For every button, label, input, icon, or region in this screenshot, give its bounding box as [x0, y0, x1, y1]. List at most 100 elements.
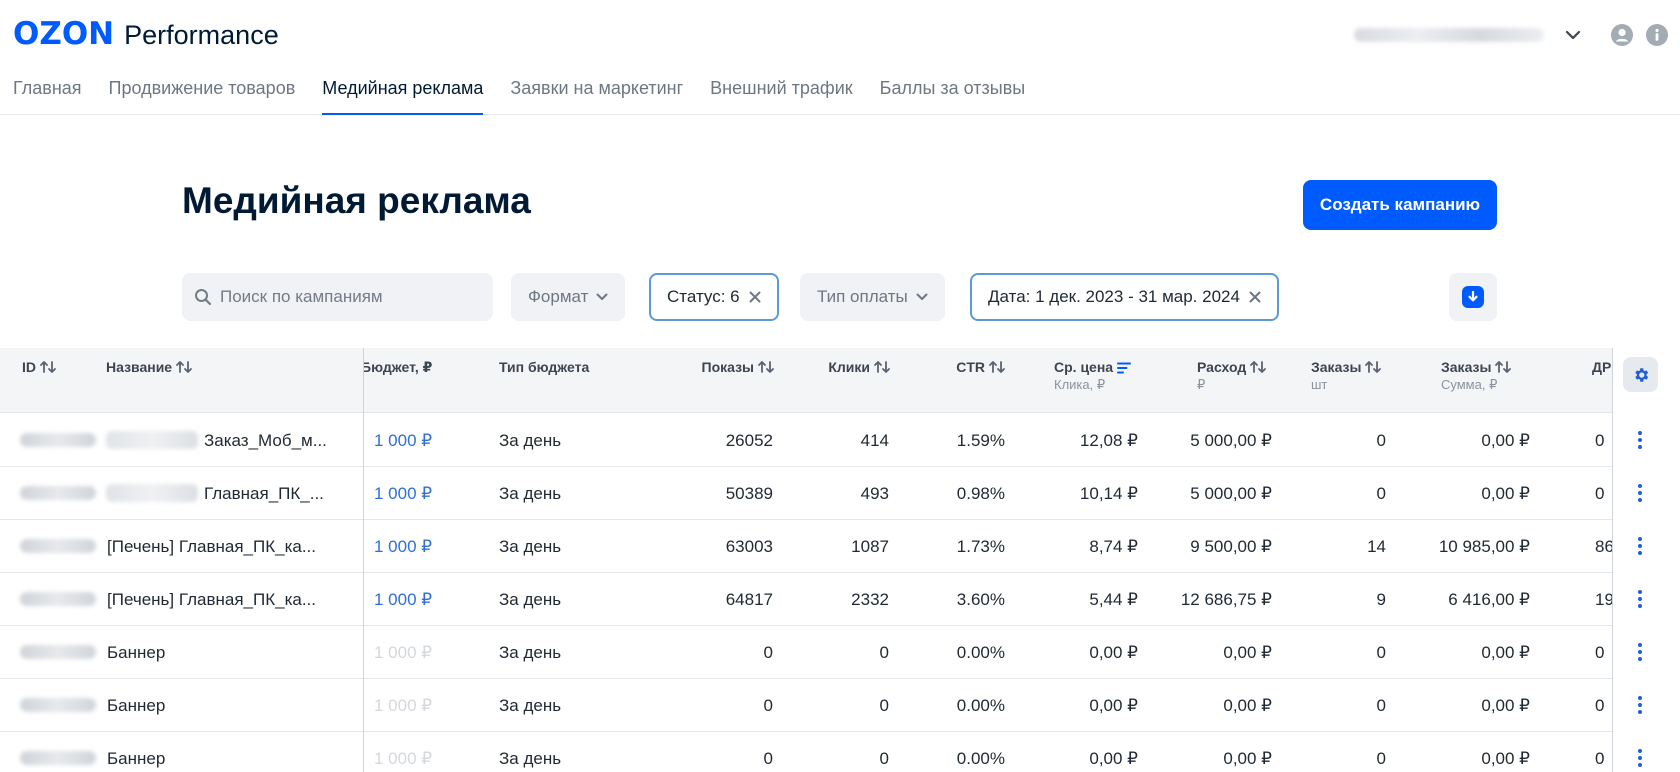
- sort-icon: [40, 361, 56, 373]
- cell-clicks: 1087: [851, 537, 889, 556]
- cell-orders-sum: 0,00 ₽: [1481, 431, 1530, 450]
- close-icon[interactable]: [1249, 291, 1261, 303]
- col-drr[interactable]: ДР: [1592, 359, 1612, 375]
- logo-product-text: Performance: [124, 20, 279, 50]
- table-row[interactable]: Баннер 1 000 ₽ За день 0 0 0.00% 0,00 ₽ 0,00 ₽ 0…: [0, 626, 1680, 679]
- search-icon: [195, 289, 212, 306]
- cell-clicks: 493: [860, 484, 889, 503]
- close-icon[interactable]: [749, 291, 761, 303]
- cell-budget[interactable]: 1 000 ₽: [374, 696, 433, 715]
- cell-ctr: 3.60%: [956, 590, 1005, 609]
- row-menu-kebab-icon[interactable]: [1630, 531, 1650, 561]
- search-box[interactable]: [182, 273, 493, 321]
- sort-icon: [1365, 361, 1382, 373]
- col-orders-sum-sub: Сумма, ₽: [1441, 377, 1498, 392]
- nav-item-external-traffic[interactable]: Внешний трафик: [710, 78, 853, 98]
- cell-budget-type: За день: [499, 696, 562, 715]
- payment-type-filter[interactable]: Тип оплаты: [800, 273, 945, 321]
- cell-budget-type: За день: [499, 431, 562, 450]
- col-spend[interactable]: Расход ₽: [1197, 359, 1267, 393]
- cell-budget[interactable]: 1 000 ₽: [374, 643, 433, 662]
- table-row[interactable]: [Печень] Главная_ПК_ка... 1 000 ₽ За день 6…: [0, 573, 1680, 626]
- nav-item-home[interactable]: Главная: [13, 78, 82, 98]
- campaign-name[interactable]: [Печень] Главная_ПК_ка...: [107, 590, 317, 609]
- cell-budget[interactable]: 1 000 ₽: [374, 537, 433, 556]
- cell-ctr: 1.73%: [956, 537, 1005, 556]
- col-ctr[interactable]: CTR: [925, 359, 1005, 375]
- row-menu-kebab-icon[interactable]: [1630, 425, 1650, 455]
- campaigns-table: ID Название Бюджет, ₽ Тип бюджета Показы…: [0, 348, 1680, 772]
- col-orders-sum[interactable]: Заказы Сумма, ₽: [1441, 359, 1512, 393]
- col-id[interactable]: ID: [22, 359, 56, 375]
- row-menu-kebab-icon[interactable]: [1630, 690, 1650, 720]
- frozen-column-divider: [363, 348, 364, 772]
- cell-orders: 0: [1376, 431, 1386, 450]
- campaign-id-blurred: [20, 433, 96, 447]
- campaign-name[interactable]: Баннер: [107, 749, 166, 768]
- create-campaign-button[interactable]: Создать кампанию: [1303, 180, 1497, 230]
- format-filter[interactable]: Формат: [511, 273, 626, 321]
- cell-budget[interactable]: 1 000 ₽: [374, 749, 433, 768]
- sort-icon: [989, 361, 1005, 373]
- nav-item-product-promotion[interactable]: Продвижение товаров: [108, 78, 296, 98]
- campaign-name[interactable]: Заказ_Моб_м...: [204, 431, 327, 450]
- table-row[interactable]: Баннер 1 000 ₽ За день 0 0 0.00% 0,00 ₽ 0,00 ₽ 0…: [0, 732, 1680, 772]
- table-row[interactable]: [Печень] Главная_ПК_ка... 1 000 ₽ За день 6…: [0, 520, 1680, 573]
- format-filter-label: Формат: [528, 287, 589, 306]
- col-name[interactable]: Название: [106, 359, 192, 375]
- ozon-performance-logo[interactable]: OZON Performance: [13, 16, 279, 52]
- table-header: ID Название Бюджет, ₽ Тип бюджета Показы…: [0, 348, 1680, 413]
- status-filter-label: Статус: 6: [667, 287, 740, 306]
- cell-avg-price: 8,74 ₽: [1089, 537, 1138, 556]
- nav-item-marketing-requests[interactable]: Заявки на маркетинг: [510, 78, 684, 98]
- search-input[interactable]: [220, 287, 480, 307]
- col-orders[interactable]: Заказы шт: [1311, 359, 1382, 392]
- cell-shows: 64817: [725, 590, 773, 609]
- nav-item-media-ads[interactable]: Медийная реклама: [322, 78, 484, 115]
- row-menu-kebab-icon[interactable]: [1630, 478, 1650, 508]
- actions-column: [1613, 348, 1680, 772]
- cell-orders-sum: 10 985,00 ₽: [1438, 537, 1530, 556]
- cell-drr: 86: [1595, 537, 1612, 556]
- date-filter[interactable]: Дата: 1 дек. 2023 - 31 мар. 2024: [970, 273, 1279, 321]
- cell-ctr: 0.98%: [956, 484, 1005, 503]
- col-budget[interactable]: Бюджет, ₽: [364, 359, 433, 375]
- cell-clicks: 2332: [851, 590, 889, 609]
- status-filter[interactable]: Статус: 6: [649, 273, 779, 321]
- cell-budget-type: За день: [499, 484, 562, 503]
- chevron-down-icon[interactable]: [1558, 20, 1588, 50]
- cell-budget[interactable]: 1 000 ₽: [374, 484, 433, 503]
- info-icon[interactable]: [1646, 24, 1668, 46]
- cell-avg-price: 5,44 ₽: [1089, 590, 1138, 609]
- campaign-name[interactable]: [Печень] Главная_ПК_ка...: [107, 537, 317, 556]
- row-menu-kebab-icon[interactable]: [1630, 584, 1650, 614]
- cell-avg-price: 0,00 ₽: [1089, 749, 1138, 768]
- cell-budget[interactable]: 1 000 ₽: [374, 590, 433, 609]
- chevron-down-icon: [596, 293, 608, 301]
- col-avg-price[interactable]: Ср. цена Клика, ₽: [1054, 359, 1132, 393]
- cell-budget[interactable]: 1 000 ₽: [374, 431, 433, 450]
- cell-spend: 0,00 ₽: [1223, 696, 1272, 715]
- table-settings-button[interactable]: [1623, 357, 1658, 392]
- row-menu-kebab-icon[interactable]: [1630, 743, 1650, 772]
- nav-item-review-points[interactable]: Баллы за отзывы: [879, 78, 1026, 98]
- col-clicks[interactable]: Клики: [800, 359, 890, 375]
- row-menu-kebab-icon[interactable]: [1630, 637, 1650, 667]
- sort-active-icon: [1117, 362, 1132, 374]
- table-row[interactable]: Главная_ПК_... 1 000 ₽ За день 50389 493 0.98…: [0, 467, 1680, 520]
- campaign-name[interactable]: Баннер: [107, 643, 166, 662]
- table-row[interactable]: Баннер 1 000 ₽ За день 0 0 0.00% 0,00 ₽ 0,00 ₽ 0…: [0, 679, 1680, 732]
- user-name-blurred[interactable]: [1354, 28, 1544, 42]
- user-menu[interactable]: [1354, 20, 1668, 50]
- table-row[interactable]: Заказ_Моб_м... 1 000 ₽ За день 26052 414 1.59…: [0, 414, 1680, 467]
- sort-icon: [176, 361, 192, 373]
- col-budget-type[interactable]: Тип бюджета: [499, 359, 590, 375]
- cell-spend: 9 500,00 ₽: [1190, 537, 1272, 556]
- col-shows[interactable]: Показы: [680, 359, 774, 375]
- cell-budget-type: За день: [499, 749, 562, 768]
- campaign-name[interactable]: Баннер: [107, 696, 166, 715]
- download-button[interactable]: [1449, 273, 1497, 321]
- cell-spend: 12 686,75 ₽: [1180, 590, 1272, 609]
- campaign-name[interactable]: Главная_ПК_...: [204, 484, 324, 503]
- account-icon[interactable]: [1611, 24, 1633, 46]
